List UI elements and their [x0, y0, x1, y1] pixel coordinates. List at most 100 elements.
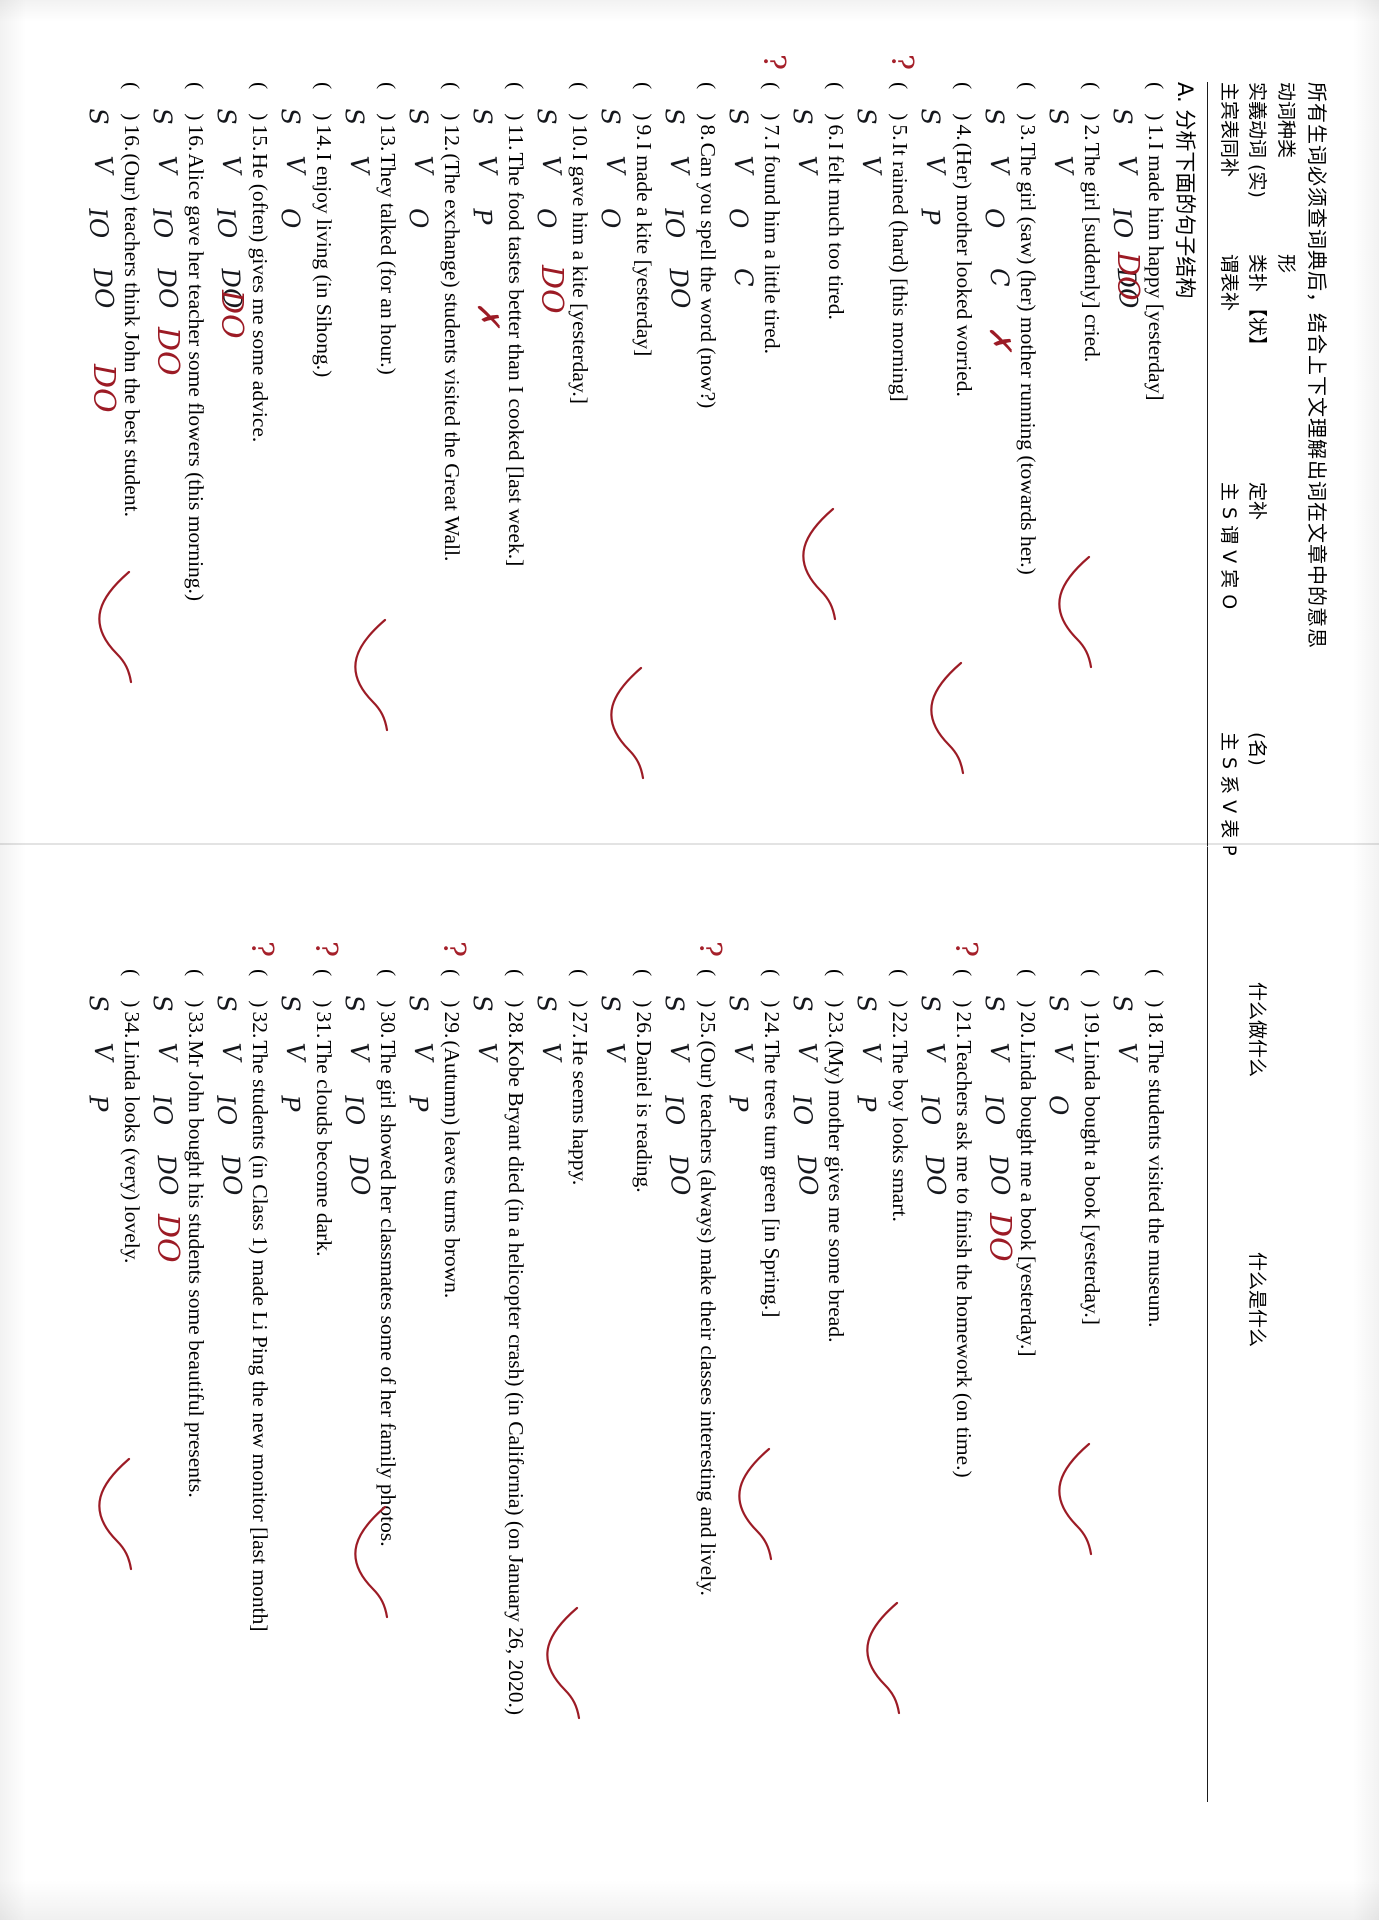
question-number: 3.	[1015, 124, 1040, 141]
question-number: 28.	[503, 1011, 528, 1039]
role-marker: V	[599, 1041, 631, 1063]
teacher-red-mark: DO	[1109, 252, 1145, 301]
role-marker: V	[791, 154, 823, 176]
answer-paren[interactable]: ( )	[567, 82, 592, 123]
answer-paren[interactable]: ( )	[311, 82, 336, 123]
question-column-right: ( )18.The students visited the museum. S V…	[78, 941, 1168, 1856]
teacher-check-mark	[80, 1457, 134, 1577]
teacher-red-mark: DO	[85, 364, 121, 413]
answer-paren[interactable]: ( )	[823, 82, 848, 123]
role-marker: P	[722, 1093, 753, 1113]
question-sentence: He seems happy.	[567, 1040, 592, 1186]
answer-paren[interactable]: ( )	[439, 969, 464, 1010]
role-marker: S	[82, 993, 113, 1014]
answer-paren[interactable]: ( )	[631, 969, 656, 1010]
role-marker: S	[978, 106, 1009, 127]
answer-paren[interactable]: ( )	[887, 969, 912, 1010]
answer-paren[interactable]: ( )	[1015, 82, 1040, 123]
role-marker: S	[210, 106, 241, 127]
answer-paren[interactable]: ( )	[247, 969, 272, 1010]
section-title: 分析下面的句子结构	[1172, 109, 1197, 299]
role-marker: S	[786, 106, 817, 127]
student-role-annotations: S V P	[722, 969, 758, 1856]
answer-paren[interactable]: ( )	[503, 969, 528, 1010]
role-marker: O	[594, 206, 626, 230]
question-item: ( )11.The food tastes better than I cook…	[462, 82, 528, 969]
role-marker: DO	[663, 266, 695, 310]
student-role-annotations: S V O C	[722, 82, 758, 969]
role-marker: S	[594, 106, 625, 127]
answer-paren[interactable]: ( )	[1015, 969, 1040, 1010]
answer-paren[interactable]: ( )	[183, 82, 208, 123]
role-marker: V	[1047, 154, 1079, 176]
answer-paren[interactable]: ( )	[1079, 969, 1104, 1010]
student-role-annotations: S V P	[914, 82, 950, 969]
answer-paren[interactable]: ( )	[1079, 82, 1104, 123]
question-sentence: Linda bought me a book [yesterday.]	[1015, 1040, 1040, 1357]
answer-paren[interactable]: ( )	[311, 969, 336, 1010]
answer-paren[interactable]: ( )	[247, 82, 272, 123]
role-marker: DO	[343, 1153, 375, 1197]
question-sentence: He (often) gives me some advice.	[247, 153, 272, 443]
answer-paren[interactable]: ( )	[631, 82, 656, 123]
question-number: 25.	[695, 1011, 720, 1039]
role-marker: S	[402, 993, 433, 1014]
question-sentence: (The exchange) students visited the Grea…	[439, 153, 464, 562]
answer-paren[interactable]: ( )	[695, 82, 720, 123]
question-number: 32.	[247, 1011, 272, 1039]
answer-paren[interactable]: ( )	[1143, 969, 1168, 1010]
section-heading: A. 分析下面的句子结构	[1170, 82, 1200, 1856]
role-marker: IO	[82, 206, 114, 240]
role-marker: IO	[146, 1093, 178, 1127]
role-marker: V	[151, 1041, 183, 1063]
student-role-annotations: S V IO DO	[146, 969, 182, 1856]
role-marker: IO	[338, 1093, 370, 1127]
answer-paren[interactable]: ( )	[759, 82, 784, 123]
answer-paren[interactable]: ( )	[503, 82, 528, 123]
answer-paren[interactable]: ( )	[759, 969, 784, 1010]
question-number: 6.	[823, 124, 848, 141]
role-marker: S	[530, 106, 561, 127]
header-rowlabel-4: 主宾表同补	[1217, 82, 1240, 178]
answer-paren[interactable]: ( )	[823, 969, 848, 1010]
answer-paren[interactable]: ( )	[375, 969, 400, 1010]
answer-paren[interactable]: ( )	[1143, 82, 1168, 123]
role-marker: V	[1047, 1041, 1079, 1063]
question-sentence: I felt much too tired.	[823, 142, 848, 320]
role-marker: V	[983, 1041, 1015, 1063]
question-sentence: Mr John bought his students some beautif…	[183, 1040, 208, 1498]
answer-paren[interactable]: ( )	[951, 82, 976, 123]
answer-paren[interactable]: ( )	[951, 969, 976, 1010]
role-marker: IO	[146, 206, 178, 240]
answer-paren[interactable]: ( )	[183, 969, 208, 1010]
role-marker: S	[658, 106, 689, 127]
header-colnote-0: 什么做什么	[1245, 982, 1268, 1078]
question-number: 11.	[503, 124, 528, 151]
teacher-red-mark: DO	[981, 1213, 1017, 1262]
answer-paren[interactable]: ( )	[887, 82, 912, 123]
answer-paren[interactable]: ( )	[695, 969, 720, 1010]
answer-paren[interactable]: ( )	[119, 82, 144, 123]
role-marker: V	[599, 154, 631, 176]
role-marker: V	[215, 1041, 247, 1063]
student-role-annotations: S V IO DO	[914, 969, 950, 1856]
role-marker: V	[919, 1041, 951, 1063]
answer-paren[interactable]: ( )	[119, 969, 144, 1010]
student-role-annotations: S V P	[402, 969, 438, 1856]
question-item: ( )22.The boy looks smart. S V P	[846, 969, 912, 1856]
student-role-annotations: S V P	[82, 969, 118, 1856]
answer-paren[interactable]: ( )	[567, 969, 592, 1010]
teacher-check-mark	[1040, 555, 1094, 675]
role-marker: DO	[919, 1153, 951, 1197]
question-number: 27.	[567, 1011, 592, 1039]
question-number: 34.	[119, 1011, 144, 1039]
role-marker: DO	[151, 1153, 183, 1197]
answer-paren[interactable]: ( )	[439, 82, 464, 123]
role-marker: C	[983, 266, 1015, 289]
answer-paren[interactable]: ( )	[375, 82, 400, 123]
question-item: ( )13.They talked (for an hour.) S V	[334, 82, 400, 969]
role-marker: S	[1106, 993, 1137, 1014]
